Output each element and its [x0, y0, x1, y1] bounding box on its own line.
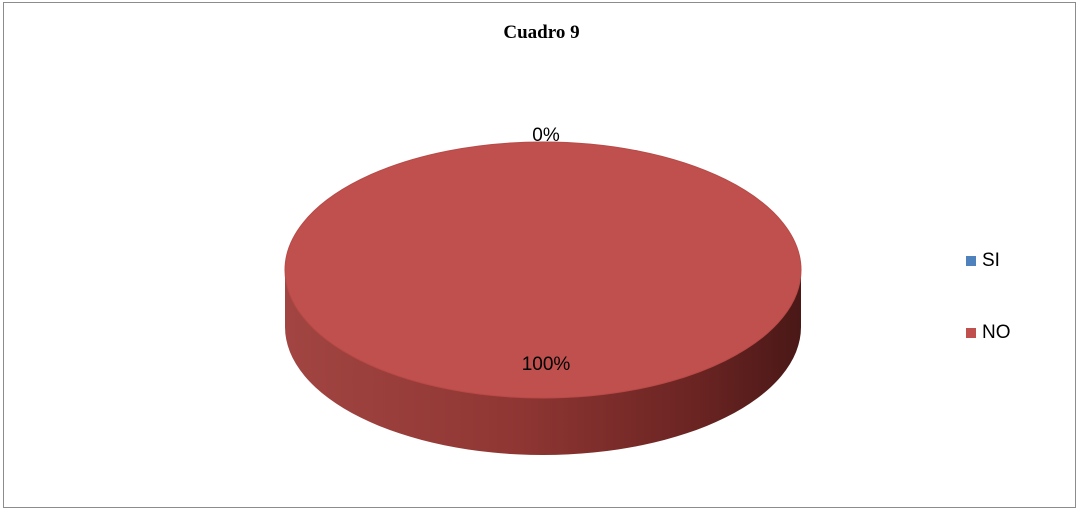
legend-swatch-si	[966, 256, 976, 266]
legend-item-no: NO	[966, 322, 1011, 344]
pie-side-wall	[285, 270, 801, 455]
pie-slice-no	[285, 142, 801, 398]
legend-label-si: SI	[982, 250, 1000, 271]
legend-item-si: SI	[966, 250, 1000, 272]
pie-rim	[284, 141, 802, 399]
data-label-si: 0%	[532, 125, 560, 146]
chart-title: Cuadro 9	[503, 22, 580, 43]
legend-swatch-no	[966, 328, 976, 338]
legend-label-no: NO	[982, 322, 1011, 343]
data-label-no: 100%	[522, 354, 571, 375]
